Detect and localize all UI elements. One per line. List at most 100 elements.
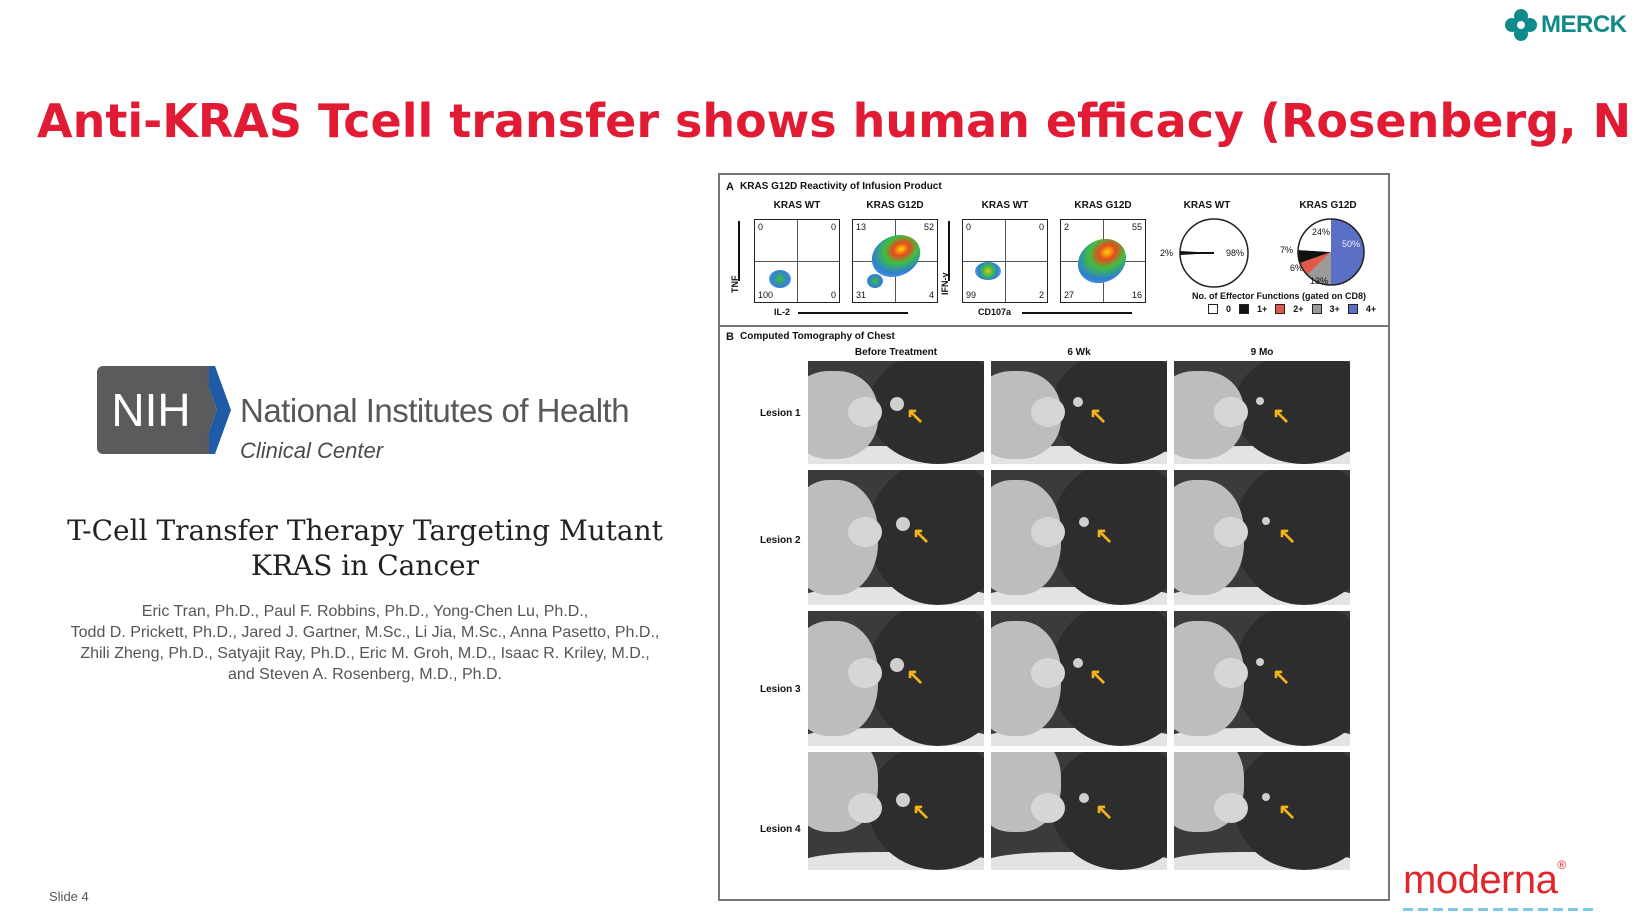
lesion-arrow-icon: ↖ (1272, 664, 1291, 690)
ct-scan-lesion-2-col-2: ↖ (991, 470, 1167, 605)
ct-lesion (896, 517, 910, 532)
ct-lung-field (1051, 470, 1167, 605)
panel-a-title: KRAS G12D Reactivity of Infusion Product (740, 181, 942, 192)
legend-swatch-3 (1311, 304, 1322, 314)
lesion-arrow-icon: ↖ (906, 664, 925, 690)
lesion-arrow-icon: ↖ (1095, 799, 1114, 825)
moderna-underline (1403, 908, 1595, 911)
flow-plot-4-ul: 2 (1064, 222, 1070, 232)
nih-logo: NIH (97, 366, 231, 454)
ct-scan-lesion-2-col-3: ↖ (1174, 470, 1350, 605)
flow-plot-1-header: KRAS WT (773, 200, 821, 211)
pie-2-label-red: 6% (1290, 263, 1304, 273)
ct-lesion (1262, 793, 1270, 802)
ct-lung-field (868, 611, 984, 746)
flow-plot-1-ur: 0 (830, 222, 836, 232)
ct-lung-field (1234, 361, 1350, 464)
pie-2-header: KRAS G12D (1299, 200, 1357, 211)
ct-scan-lesion-3-col-2: ↖ (991, 611, 1167, 746)
figure-panel-b: B Computed Tomography of Chest Before Tr… (720, 327, 1388, 899)
ct-lesion (1079, 517, 1089, 528)
pie-legend-title: No. of Effector Functions (gated on CD8) (1192, 291, 1366, 301)
flow-plot-3: 0 0 99 2 (962, 219, 1048, 303)
ct-lung-field (1051, 752, 1167, 870)
ct-lung-field (868, 470, 984, 605)
pie-2-label-gray: 13% (1310, 276, 1329, 286)
ct-lesion (896, 793, 910, 808)
paper-title-line1: T-Cell Transfer Therapy Targeting Mutant (67, 514, 663, 547)
ct-aorta (1031, 658, 1065, 689)
flow-plot-3-ur: 0 (1038, 222, 1044, 232)
panel-b-title: Computed Tomography of Chest (740, 331, 895, 342)
ct-aorta (1214, 517, 1248, 548)
ct-lung-field (1051, 611, 1167, 746)
ct-lung-field (1051, 361, 1167, 464)
ct-aorta (848, 397, 882, 428)
ct-lung-field (868, 752, 984, 870)
pie-1-label-white: 98% (1226, 248, 1245, 258)
row-label-lesion-1: Lesion 1 (760, 408, 801, 419)
ct-scan-lesion-1-col-1: ↖ (808, 361, 984, 464)
ct-scan-lesion-4-col-2: ↖ (991, 752, 1167, 870)
row-label-lesion-4: Lesion 4 (760, 824, 801, 835)
merck-wordmark: MERCK (1541, 11, 1627, 38)
flow-plot-3-header: KRAS WT (981, 200, 1029, 211)
ct-lesion (1256, 397, 1264, 406)
authors-line3: Zhili Zheng, Ph.D., Satyajit Ray, Ph.D.,… (80, 645, 650, 662)
pie-1-label-black: 2% (1160, 248, 1174, 258)
ct-scan-lesion-4-col-1: ↖ (808, 752, 984, 870)
flow-plot-1-ul: 0 (758, 222, 764, 232)
legend-swatch-0 (1208, 304, 1218, 314)
ct-aorta (1214, 793, 1248, 824)
panel-b-label: B (726, 331, 734, 343)
lesion-arrow-icon: ↖ (912, 799, 931, 825)
moderna-wordmark: moderna (1403, 858, 1558, 902)
pie-2-label-white: 24% (1312, 227, 1331, 237)
legend-label-3: 3+ (1329, 304, 1340, 314)
ct-aorta (1031, 397, 1065, 428)
flow-plot-1: 0 0 100 0 (754, 219, 840, 303)
row-label-lesion-2: Lesion 2 (760, 535, 801, 546)
column-header-9mo: 9 Mo (1250, 347, 1274, 358)
legend-swatch-2 (1275, 304, 1286, 314)
flow-plot-1-ll: 100 (758, 290, 774, 300)
ct-lesion (1256, 658, 1264, 667)
axis-label-cd107a: CD107a (978, 307, 1012, 317)
ct-lung-field (1234, 470, 1350, 605)
ifn-axis-arrow (948, 221, 950, 281)
merck-logo: MERCK (1505, 9, 1627, 41)
column-header-6wk: 6 Wk (1067, 347, 1091, 358)
axis-label-ifn: IFN-γ (940, 272, 950, 296)
lesion-arrow-icon: ↖ (912, 523, 931, 549)
ct-lesion (1073, 397, 1083, 408)
legend-label-4: 4+ (1365, 304, 1377, 314)
lesion-arrow-icon: ↖ (1278, 523, 1297, 549)
panel-a-label: A (726, 181, 734, 193)
paper-authors: Eric Tran, Ph.D., Paul F. Robbins, Ph.D.… (40, 601, 690, 685)
flow-plot-2-header: KRAS G12D (866, 200, 924, 211)
merck-emblem-icon (1505, 9, 1537, 41)
ct-aorta (1031, 517, 1065, 548)
flow-plot-4-ll: 27 (1064, 290, 1075, 300)
ct-scan-lesion-1-col-2: ↖ (991, 361, 1167, 464)
title-divider (37, 160, 1602, 165)
ct-lesion (1073, 658, 1083, 669)
lesion-arrow-icon: ↖ (906, 403, 925, 429)
svg-text:NIH: NIH (111, 384, 190, 436)
flow-plot-2-ul: 13 (856, 222, 867, 232)
column-header-before: Before Treatment (854, 347, 938, 358)
axis-label-tnf: TNF (730, 275, 740, 294)
ct-lesion (1262, 517, 1270, 526)
ct-lung-field (1234, 611, 1350, 746)
authors-line1: Eric Tran, Ph.D., Paul F. Robbins, Ph.D.… (141, 603, 589, 620)
flow-plot-1-lr: 0 (830, 290, 836, 300)
paper-title: T-Cell Transfer Therapy Targeting Mutant… (60, 513, 670, 583)
legend-label-2: 2+ (1293, 304, 1304, 314)
flow-plot-4: 2 55 27 16 (1060, 219, 1146, 303)
authors-line4: and Steven A. Rosenberg, M.D., Ph.D. (228, 666, 502, 683)
ct-aorta (848, 658, 882, 689)
nih-subtitle: Clinical Center (240, 438, 384, 463)
legend-label-0: 0 (1226, 304, 1232, 314)
lesion-arrow-icon: ↖ (1278, 799, 1297, 825)
ct-lung-field (1234, 752, 1350, 870)
